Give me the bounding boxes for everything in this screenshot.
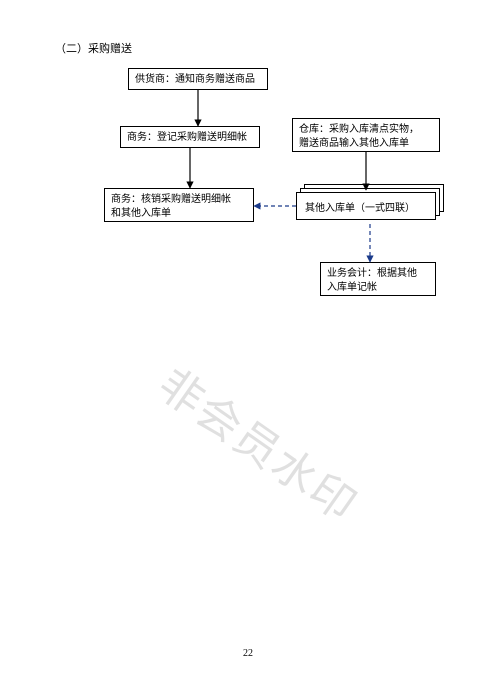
- flow-node-register-ledger: 商务：登记采购赠送明细帐: [120, 126, 260, 148]
- section-heading: （二）采购赠送: [55, 40, 132, 56]
- flow-node-accounting-line1: 业务会计：根据其他: [327, 268, 417, 279]
- flow-node-verify-line1: 商务：核销采购赠送明细帐: [111, 194, 231, 205]
- flow-node-other-inbound-doc: 其他入库单（一式四联）: [296, 184, 444, 220]
- flow-connectors: [0, 0, 500, 677]
- watermark: 非会员水印: [147, 350, 372, 534]
- page: （二）采购赠送 供货商：通知商务赠送商品 商务：登记采购赠送明细帐 仓库：采购入…: [0, 0, 500, 677]
- flow-node-warehouse-line2: 赠送商品输入其他入库单: [299, 138, 409, 149]
- flow-node-accounting: 业务会计：根据其他 入库单记帐: [320, 262, 436, 296]
- doc-stack-layer-front: 其他入库单（一式四联）: [296, 192, 436, 220]
- flow-node-warehouse-line1: 仓库：采购入库清点实物，: [299, 124, 419, 135]
- flow-node-supplier: 供货商：通知商务赠送商品: [128, 68, 268, 90]
- flow-node-warehouse: 仓库：采购入库清点实物， 赠送商品输入其他入库单: [292, 118, 440, 152]
- page-number: 22: [243, 648, 253, 659]
- flow-node-verify: 商务：核销采购赠送明细帐 和其他入库单: [104, 188, 254, 222]
- flow-node-verify-line2: 和其他入库单: [111, 208, 171, 219]
- flow-node-accounting-line2: 入库单记帐: [327, 282, 377, 293]
